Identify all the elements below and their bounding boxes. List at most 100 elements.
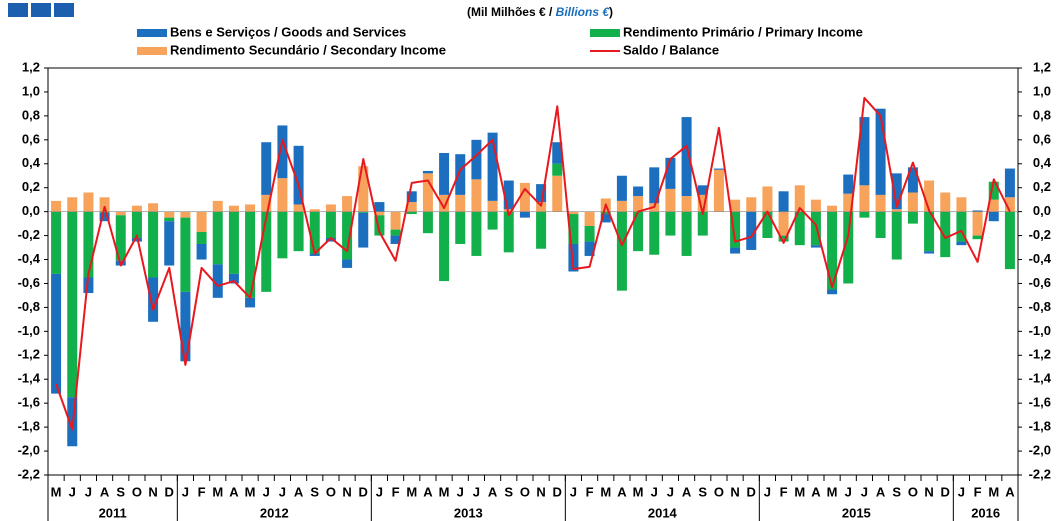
bar: [455, 154, 466, 195]
y2-tick-label: -2,2: [1029, 466, 1051, 481]
bar: [956, 211, 967, 242]
x-tick-label: J: [764, 484, 771, 499]
y2-tick-label: -0,2: [1029, 227, 1051, 242]
bar: [633, 186, 644, 197]
y-tick-label: -2,0: [18, 442, 40, 457]
x-tick-label: A: [423, 484, 433, 499]
bar: [228, 211, 239, 274]
bar: [552, 175, 563, 212]
y2-tick-label: 1,2: [1033, 59, 1051, 74]
bar: [778, 211, 789, 236]
y-tick-label: 0,6: [22, 131, 40, 146]
x-tick-label: M: [51, 484, 62, 499]
bar: [439, 211, 450, 282]
bar: [746, 211, 757, 250]
x-tick-label: F: [586, 484, 594, 499]
bar: [374, 211, 385, 216]
bar: [1004, 211, 1015, 270]
bar: [164, 217, 175, 222]
y-tick-label: 0,2: [22, 179, 40, 194]
x-tick-label: M: [245, 484, 256, 499]
y2-tick-label: 1,0: [1033, 83, 1051, 98]
x-tick-label: F: [392, 484, 400, 499]
bar: [859, 211, 870, 218]
x-tick-label: J: [85, 484, 92, 499]
bar: [907, 167, 918, 193]
bar: [633, 196, 644, 212]
bar: [406, 191, 417, 203]
x-tick-label: D: [747, 484, 756, 499]
x-tick-label: F: [780, 484, 788, 499]
y-tick-label: 1,0: [22, 83, 40, 98]
year-label: 2016: [971, 505, 1000, 520]
bar: [325, 211, 336, 238]
y-tick-label: 0,4: [22, 155, 41, 170]
bar: [471, 179, 482, 212]
bar: [325, 204, 336, 212]
bar: [358, 166, 369, 212]
y-tick-label: -1,8: [18, 419, 40, 434]
bar: [293, 204, 304, 212]
bar: [99, 197, 110, 212]
bar: [972, 211, 983, 236]
year-label: 2015: [842, 505, 871, 520]
bar: [196, 243, 207, 260]
bar: [730, 211, 741, 248]
x-tick-label: S: [116, 484, 125, 499]
x-tick-label: J: [667, 484, 674, 499]
bar: [99, 211, 110, 213]
x-tick-label: D: [941, 484, 950, 499]
x-tick-label: J: [376, 484, 383, 499]
bar: [293, 145, 304, 205]
x-tick-label: O: [714, 484, 724, 499]
bar: [972, 210, 983, 212]
title-part: (Mil Milhões € /: [467, 5, 556, 19]
y-tick-label: 1,2: [22, 59, 40, 74]
bar: [568, 214, 579, 244]
bar: [697, 194, 708, 212]
bar: [616, 200, 627, 212]
bar: [180, 211, 191, 218]
x-tick-label: J: [473, 484, 480, 499]
bar: [439, 152, 450, 195]
legend-swatch: [137, 47, 167, 55]
y-tick-label: -1,0: [18, 323, 40, 338]
bar: [228, 273, 239, 284]
bar: [843, 174, 854, 194]
title-part: Billions €: [556, 5, 611, 19]
bar: [342, 259, 353, 268]
y-tick-label: -1,6: [18, 395, 40, 410]
bar: [810, 245, 821, 248]
bar: [487, 200, 498, 212]
bar: [778, 191, 789, 212]
bar: [940, 192, 951, 212]
bar: [358, 212, 369, 248]
bar: [196, 211, 207, 232]
x-tick-label: A: [876, 484, 886, 499]
bar: [261, 142, 272, 195]
x-tick-label: J: [651, 484, 658, 499]
year-label: 2012: [260, 505, 289, 520]
x-tick-label: A: [811, 484, 821, 499]
x-tick-label: O: [520, 484, 530, 499]
x-tick-label: A: [488, 484, 498, 499]
bar: [309, 209, 320, 212]
balance-line: [55, 96, 1011, 431]
bar: [277, 178, 288, 212]
bar: [164, 221, 175, 266]
x-tick-label: D: [165, 484, 174, 499]
x-tick-label: M: [827, 484, 838, 499]
x-tick-label: A: [682, 484, 692, 499]
bar: [390, 229, 401, 236]
title-part: ): [609, 5, 613, 19]
logo-block: [8, 3, 28, 17]
bar: [697, 185, 708, 195]
bar: [131, 211, 142, 238]
bar: [794, 211, 805, 246]
y2-tick-label: -2,0: [1029, 442, 1051, 457]
bar: [374, 202, 385, 212]
y2-tick-label: -1,8: [1029, 419, 1051, 434]
bar: [552, 163, 563, 176]
bar: [988, 199, 999, 212]
bar: [891, 209, 902, 212]
